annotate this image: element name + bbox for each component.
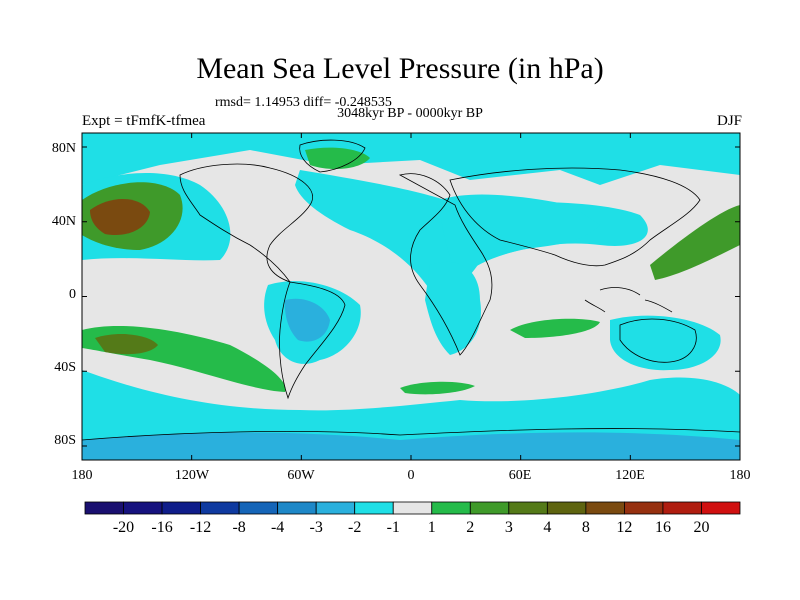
colorbar-swatch [200, 501, 240, 515]
x-tick-0: 0 [407, 468, 415, 483]
y-tick-40s: 40S [54, 360, 76, 375]
colorbar-label: 1 [427, 519, 436, 536]
colorbar-label: 12 [616, 519, 633, 536]
map-title: Mean Sea Level Pressure (in hPa) [196, 52, 604, 85]
colorbar-label: 20 [693, 519, 710, 536]
coastlines [82, 139, 740, 441]
colorbar-label: -3 [309, 519, 323, 536]
colorbar-label: -16 [151, 519, 173, 536]
region-indian-ocean-positive [510, 318, 600, 338]
colorbar-swatch [238, 501, 279, 515]
x-tick-60e: 60E [508, 468, 532, 483]
colorbar-swatch [277, 501, 317, 515]
y-tick-80n: 80N [51, 141, 76, 156]
colorbar-label: 4 [543, 519, 552, 536]
stats-text: rmsd= 1.14953 diff= -0.248535 [215, 95, 392, 110]
experiment-label: Expt = tFmfK-tfmea [82, 113, 206, 129]
season-label: DJF [716, 113, 742, 129]
coast-indonesia [584, 287, 673, 313]
coast-north-america [179, 163, 313, 283]
colorbar-swatch [354, 501, 394, 515]
colorbar-swatch [123, 501, 163, 515]
colorbar-swatch [84, 501, 124, 515]
x-tick-60w: 60W [287, 468, 315, 483]
colorbar-label: -20 [112, 519, 135, 536]
colorbar-swatch [161, 501, 201, 515]
colorbar-swatch [431, 501, 471, 515]
region-arctic-negative [82, 133, 740, 185]
map-plot-area [82, 133, 740, 460]
colorbar-swatch [624, 501, 664, 515]
colorbar-swatch [585, 501, 625, 515]
colorbar-swatch [701, 501, 741, 515]
y-tick-80s: 80S [54, 433, 76, 448]
coast-asia [449, 167, 701, 267]
region-south-atlantic-negative-2 [284, 298, 330, 342]
colorbar-swatch [469, 501, 510, 515]
x-tick-120e: 120E [615, 468, 645, 483]
x-tick-180w: 180 [71, 468, 93, 483]
colorbar [84, 501, 741, 515]
colorbar-label: 8 [581, 519, 590, 536]
coast-australia [619, 318, 697, 363]
colorbar-swatch [392, 501, 433, 515]
coast-antarctica [82, 428, 740, 441]
colorbar-label: 3 [504, 519, 513, 536]
region-south-pacific-core [95, 334, 158, 355]
colorbar-label: -1 [386, 519, 400, 536]
colorbar-swatch [315, 501, 356, 515]
colorbar-label: -12 [189, 519, 212, 536]
axis-ticks [81, 133, 741, 460]
colorbar-label: -8 [232, 519, 246, 536]
colorbar-label: -2 [348, 519, 362, 536]
region-north-pacific-core [90, 198, 150, 236]
region-eurasia-negative [440, 194, 600, 280]
coast-europe-africa [398, 173, 493, 356]
colorbar-label: 16 [654, 519, 671, 536]
colorbar-swatch [546, 501, 587, 515]
region-west-pacific-positive [650, 205, 740, 280]
y-tick-40n: 40N [51, 214, 76, 229]
x-tick-120w: 120W [174, 468, 210, 483]
period-text: 3048kyr BP - 0000kyr BP [337, 106, 483, 121]
region-africa-negative [425, 261, 481, 355]
coast-south-america [279, 281, 346, 400]
y-tick-0: 0 [69, 287, 76, 302]
colorbar-swatch [508, 501, 548, 515]
region-antarctic-negative-2 [82, 432, 740, 460]
region-south-atlantic-positive [400, 381, 475, 395]
colorbar-label: 2 [466, 519, 475, 536]
coast-greenland [299, 139, 366, 173]
region-greenland-positive [305, 147, 370, 170]
colorbar-label: -4 [270, 519, 285, 536]
x-tick-180e: 180 [729, 468, 751, 483]
colorbar-swatch [662, 501, 702, 515]
